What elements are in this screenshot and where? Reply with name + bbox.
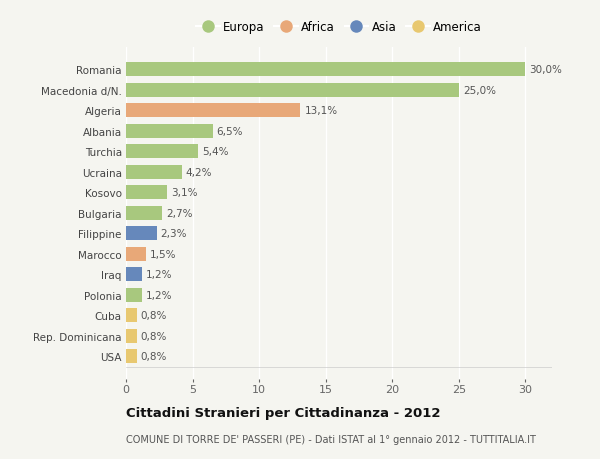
Bar [126,268,142,282]
Text: 0,8%: 0,8% [140,352,167,362]
Text: 3,1%: 3,1% [171,188,198,198]
Text: 2,7%: 2,7% [166,208,193,218]
Bar [126,104,301,118]
Bar [126,145,198,159]
Text: 0,8%: 0,8% [140,331,167,341]
Bar [126,124,212,139]
Text: 1,2%: 1,2% [146,270,172,280]
Bar [126,309,137,323]
Bar [126,329,137,343]
Text: 1,5%: 1,5% [150,249,176,259]
Text: 4,2%: 4,2% [186,168,212,178]
Bar [126,207,162,220]
Bar [126,84,459,98]
Text: Cittadini Stranieri per Cittadinanza - 2012: Cittadini Stranieri per Cittadinanza - 2… [126,406,440,419]
Text: 13,1%: 13,1% [304,106,338,116]
Bar [126,186,167,200]
Text: 5,4%: 5,4% [202,147,229,157]
Text: 6,5%: 6,5% [217,127,243,137]
Bar [126,247,146,261]
Text: 0,8%: 0,8% [140,311,167,321]
Bar [126,63,526,77]
Legend: Europa, Africa, Asia, America: Europa, Africa, Asia, America [191,16,487,39]
Text: 2,3%: 2,3% [161,229,187,239]
Bar [126,350,137,364]
Text: 25,0%: 25,0% [463,86,496,95]
Text: 1,2%: 1,2% [146,290,172,300]
Bar [126,288,142,302]
Bar [126,166,182,179]
Text: COMUNE DI TORRE DE' PASSERI (PE) - Dati ISTAT al 1° gennaio 2012 - TUTTITALIA.IT: COMUNE DI TORRE DE' PASSERI (PE) - Dati … [126,434,536,444]
Text: 30,0%: 30,0% [529,65,562,75]
Bar [126,227,157,241]
